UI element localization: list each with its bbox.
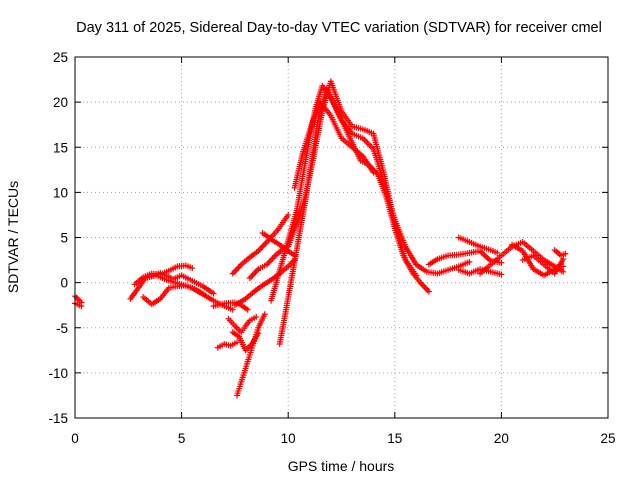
y-tick-label: 10 — [53, 185, 68, 200]
x-tick-label: 20 — [494, 431, 509, 446]
series-i — [225, 313, 260, 336]
data-points — [72, 78, 569, 399]
series-t — [425, 248, 505, 268]
plot-frame — [74, 56, 609, 419]
x-tick-label: 25 — [600, 431, 615, 446]
x-axis-label: GPS time / hours — [288, 458, 395, 474]
data-point — [285, 211, 292, 218]
data-point — [199, 290, 206, 297]
series-z — [551, 247, 569, 259]
y-axis-label: SDTVAR / TECUs — [5, 181, 21, 293]
data-point — [562, 250, 569, 257]
data-point — [244, 306, 251, 313]
data-point — [210, 290, 217, 297]
series-s — [291, 99, 377, 191]
data-point — [253, 313, 260, 320]
data-point — [370, 169, 377, 176]
series-e — [140, 282, 206, 308]
data-point — [255, 330, 262, 337]
y-tick-label: 15 — [53, 140, 68, 155]
data-point — [413, 272, 420, 279]
y-tick-label: -15 — [48, 411, 68, 426]
x-tick-labels: 0 5 10 15 20 25 — [71, 431, 615, 446]
gridlines — [75, 57, 608, 418]
series-f — [148, 269, 217, 297]
series-u — [455, 266, 505, 278]
series-k — [229, 329, 262, 354]
y-tick-label: -10 — [48, 366, 68, 381]
data-point — [78, 303, 85, 310]
data-point — [498, 259, 505, 266]
y-tick-label: 25 — [53, 50, 68, 65]
data-point — [498, 271, 505, 278]
data-point — [425, 288, 432, 295]
data-point — [494, 249, 501, 256]
x-tick-label: 0 — [71, 431, 79, 446]
series-r — [285, 78, 420, 279]
data-point — [466, 258, 473, 265]
series-l — [231, 257, 298, 309]
x-tick-label: 10 — [281, 431, 296, 446]
chart-title: Day 311 of 2025, Sidereal Day-to-day VTE… — [76, 20, 602, 36]
data-point — [560, 268, 567, 275]
y-tick-label: 5 — [60, 231, 68, 246]
data-point — [229, 306, 236, 313]
data-point — [189, 265, 196, 272]
y-tick-labels: -15 -10 -5 0 5 10 15 20 25 — [48, 50, 68, 426]
data-point — [261, 311, 268, 318]
series-y — [519, 252, 567, 277]
x-tick-label: 15 — [387, 431, 402, 446]
series-v — [455, 234, 501, 256]
y-tick-label: -5 — [56, 321, 68, 336]
y-tick-label: 20 — [53, 95, 68, 110]
y-tick-label: 0 — [60, 276, 68, 291]
x-tick-label: 5 — [178, 431, 186, 446]
